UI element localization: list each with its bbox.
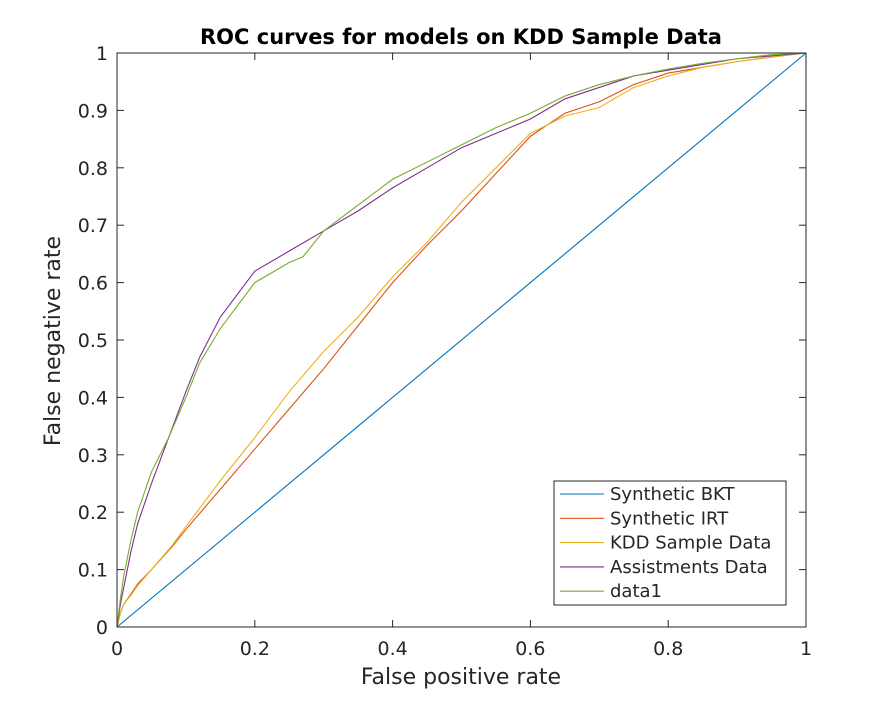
legend-label: Synthetic BKT bbox=[610, 484, 735, 505]
y-tick-label: 0 bbox=[96, 617, 108, 639]
chart-title: ROC curves for models on KDD Sample Data bbox=[200, 25, 722, 49]
series-line-3 bbox=[116, 52, 807, 628]
series-line-4 bbox=[116, 52, 807, 628]
plot-area bbox=[116, 52, 807, 628]
x-tick-label: 1 bbox=[800, 638, 812, 660]
y-tick-label: 0.4 bbox=[78, 387, 108, 409]
y-tick-label: 0.5 bbox=[78, 330, 108, 352]
y-tick-label: 0.9 bbox=[78, 100, 108, 122]
legend: Synthetic BKT Synthetic IRT KDD Sample Dat… bbox=[553, 480, 787, 606]
x-axis: 0 0.2 0.4 0.6 0.8 1 bbox=[111, 53, 812, 660]
legend-label: Synthetic IRT bbox=[610, 508, 729, 529]
legend-label: KDD Sample Data bbox=[610, 533, 771, 554]
x-tick-label: 0.4 bbox=[377, 638, 407, 660]
y-tick-label: 0.1 bbox=[78, 560, 108, 582]
legend-label: data1 bbox=[610, 581, 662, 602]
x-tick-label: 0 bbox=[111, 638, 123, 660]
series-line-5 bbox=[116, 52, 807, 628]
y-tick-label: 0.8 bbox=[78, 158, 108, 180]
y-axis-label: False negative rate bbox=[41, 236, 66, 446]
y-tick-label: 0.6 bbox=[78, 273, 108, 295]
legend-label: Assistments Data bbox=[610, 557, 768, 578]
y-tick-label: 1 bbox=[96, 43, 108, 65]
y-tick-label: 0.3 bbox=[78, 445, 108, 467]
x-tick-label: 0.6 bbox=[515, 638, 545, 660]
x-tick-label: 0.2 bbox=[240, 638, 270, 660]
y-tick-label: 0.2 bbox=[78, 502, 108, 524]
series-line-1 bbox=[116, 52, 807, 628]
x-tick-label: 0.8 bbox=[653, 638, 683, 660]
y-tick-label: 0.7 bbox=[78, 215, 108, 237]
y-axis: 0 0.1 0.2 0.3 0.4 0.5 0.6 0.7 0.8 0.9 1 bbox=[78, 43, 806, 639]
x-axis-label: False positive rate bbox=[361, 665, 561, 690]
series-line-2 bbox=[116, 52, 807, 628]
